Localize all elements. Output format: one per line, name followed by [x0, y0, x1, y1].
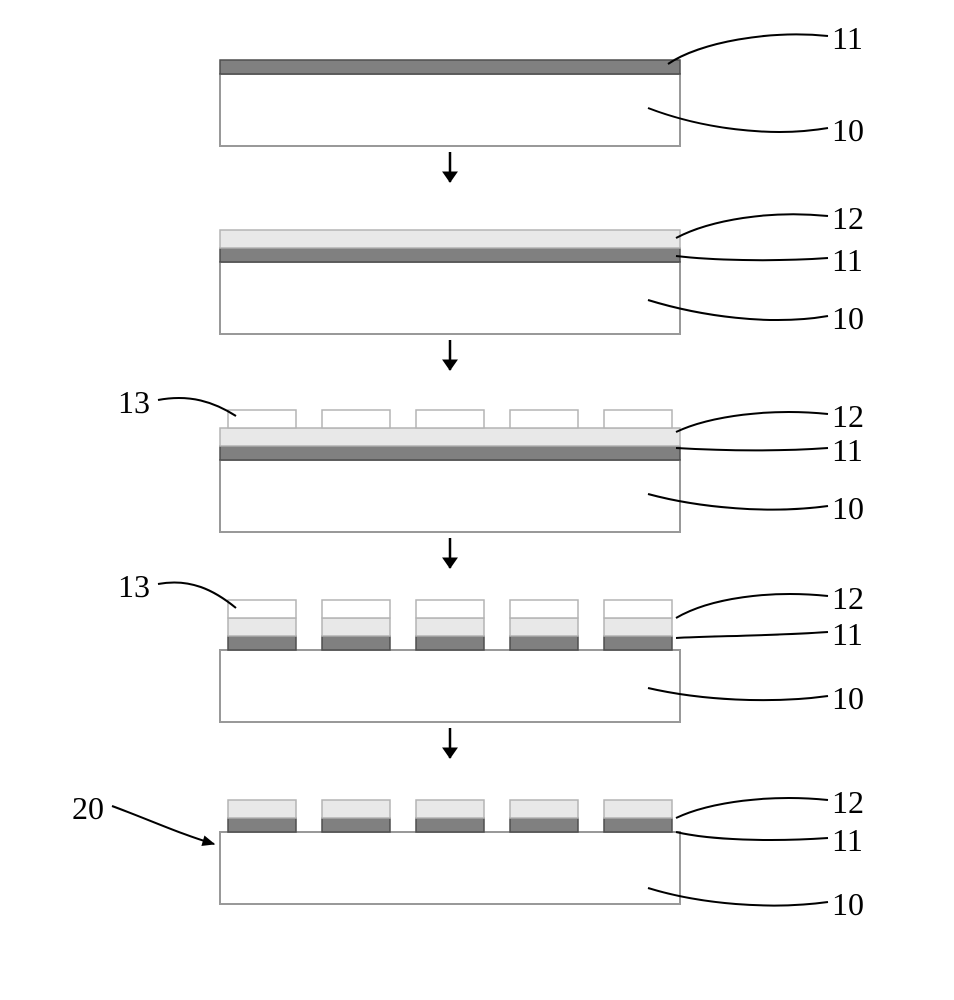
process-diagram — [0, 0, 954, 1000]
callout-label: 11 — [832, 242, 863, 279]
callout-label: 11 — [832, 20, 863, 57]
callout-label: 10 — [832, 680, 864, 717]
callout-label: 13 — [118, 384, 150, 421]
callout-label: 13 — [118, 568, 150, 605]
callout-label: 12 — [832, 200, 864, 237]
callout-label: 10 — [832, 886, 864, 923]
callout-label: 12 — [832, 784, 864, 821]
callout-label: 10 — [832, 300, 864, 337]
callout-label: 12 — [832, 398, 864, 435]
callout-label: 20 — [72, 790, 104, 827]
callout-label: 11 — [832, 616, 863, 653]
callout-label: 11 — [832, 432, 863, 469]
callout-label: 10 — [832, 490, 864, 527]
callout-label: 12 — [832, 580, 864, 617]
callout-label: 11 — [832, 822, 863, 859]
callout-label: 10 — [832, 112, 864, 149]
